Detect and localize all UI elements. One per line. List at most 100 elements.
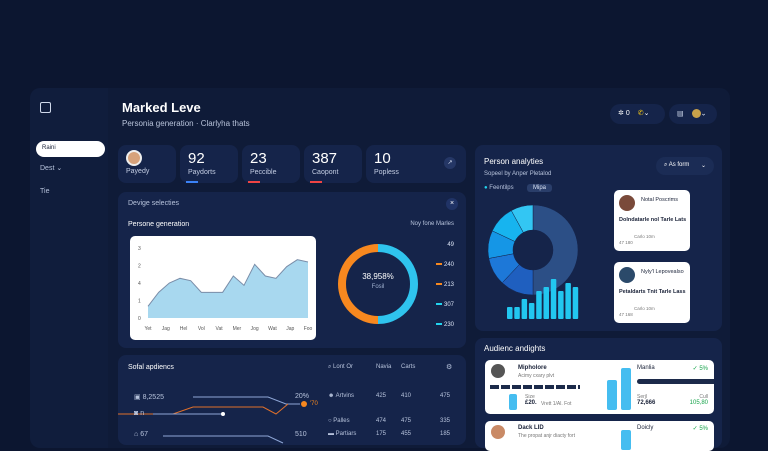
stat-value: 23 — [250, 150, 267, 167]
row-label: Palles — [333, 418, 350, 424]
legend-item: 213 — [414, 282, 454, 288]
table-cell: 474 — [376, 418, 387, 424]
gear-icon[interactable]: ✲ — [618, 110, 624, 117]
table-row-label: ☻ Artvins — [328, 393, 354, 399]
chart-right-label: Noy fone Marles — [410, 221, 454, 227]
donut-chart — [338, 244, 418, 324]
search-filter[interactable]: ⌕ Lont Or — [328, 364, 353, 371]
legend-value: 240 — [443, 262, 454, 268]
sidebar-item-raini[interactable]: Raini — [36, 141, 105, 157]
phone-icon[interactable]: ✆ — [637, 110, 644, 117]
avatar[interactable] — [691, 109, 701, 118]
x-tick-label: Vol — [198, 326, 205, 332]
item-tag: Manlia — [637, 365, 655, 371]
x-tick-label: Foo — [304, 326, 313, 332]
sidebar: Raini Dest ⌄ Tie — [30, 88, 108, 448]
legend-dot: ● — [484, 185, 488, 191]
x-tick-label: Jog — [251, 326, 259, 332]
donut-legend: 49 240 213 307 230 — [414, 242, 454, 342]
panel-title: Sofal apdiencs — [128, 364, 174, 371]
legend-item: 307 — [414, 302, 454, 308]
person-card[interactable]: Nyly'l Lepovealso Petaldarts Tnit Tarle … — [614, 262, 690, 323]
extra-text: Vrett 1/Al. Fot — [541, 401, 572, 407]
person-panel: Person analyties Sopeel by Anper Pletalo… — [475, 145, 722, 331]
person-card[interactable]: Notal Poscrims Dolndatarle nol Tarle Lat… — [614, 190, 690, 251]
row-label: Partiars — [335, 431, 357, 437]
notification-count: 0 — [625, 110, 630, 117]
audience-item[interactable]: Dack LID The propat anjr diacty fort Doi… — [485, 421, 714, 451]
sidebar-item-dest[interactable]: Dest ⌄ — [40, 164, 62, 172]
row-label: 8,2525 — [142, 394, 164, 401]
stat-value: 92 — [188, 150, 205, 167]
person-meta: Carlo 10m — [634, 306, 655, 311]
person-name: Notal Poscrims — [641, 197, 678, 203]
avatar — [491, 425, 505, 439]
column-header: Carts — [401, 364, 416, 370]
y-tick-label: 3 — [138, 246, 141, 252]
shield-icon: ◙ — [134, 410, 139, 417]
avatar — [126, 150, 142, 166]
legend-value: 230 — [443, 322, 454, 328]
legend-swatch — [435, 323, 442, 326]
avatar — [619, 195, 635, 211]
line-series — [163, 435, 284, 444]
chevron-down-icon[interactable]: ⌄ — [643, 110, 650, 117]
close-icon[interactable]: × — [446, 198, 458, 210]
selection-panel: Devige selecties × Persone generation No… — [118, 192, 466, 348]
delta-value: 5% — [699, 426, 708, 432]
stat-card[interactable]: 92 Paydorts — [180, 145, 238, 183]
stat-accent — [186, 181, 198, 183]
row-marker: '70 — [310, 401, 318, 407]
item-name: Dack LID — [518, 425, 544, 431]
card-icon: ▬ — [328, 431, 334, 437]
legend-label: Feentilps — [489, 185, 514, 191]
serial-label: Serjl — [637, 394, 648, 400]
expand-icon[interactable]: ↗ — [444, 157, 456, 169]
panel-subtitle: Sopeel by Anper Pletalod — [484, 171, 552, 177]
stat-card[interactable]: Payedy — [118, 145, 176, 183]
toolbar-group: ✲ 0 ✆⌄ — [610, 104, 665, 124]
bar — [507, 307, 513, 319]
bar — [521, 299, 528, 319]
stat-card[interactable]: 387 Caopont — [304, 145, 362, 183]
search-icon: ⌕ — [328, 364, 332, 370]
y-tick-label: 2 — [138, 264, 141, 270]
bar — [565, 283, 571, 319]
home-icon: ⌂ — [134, 431, 139, 438]
table-cell: 335 — [440, 418, 451, 424]
group-icon: ☻ — [328, 393, 335, 399]
stat-card[interactable]: 23 Peccible — [242, 145, 300, 183]
size-label: Size — [525, 394, 535, 400]
tab-mipa[interactable]: Mipa — [527, 184, 553, 192]
delta-badge: ✓ 5% — [692, 366, 708, 372]
size-value: £20. — [525, 400, 537, 406]
search-dropdown[interactable]: ⌕ As form ⌄ — [656, 157, 714, 175]
bar — [621, 430, 631, 450]
legend-swatch — [435, 263, 442, 266]
donut-slice — [377, 244, 418, 324]
toolbar-user: ▤ ⌄ — [669, 104, 717, 124]
donut-center-value: 38,958% — [362, 272, 394, 281]
calendar-icon[interactable]: ▤ — [677, 110, 684, 118]
sidebar-item-tie[interactable]: Tie — [40, 188, 50, 195]
search-value: As form — [668, 162, 690, 168]
legend-value: 307 — [443, 302, 454, 308]
image-icon: ▣ — [134, 394, 141, 401]
area-chart: 3 2 4 1 0 Yet Jag Hel Vol Vat Mer Jog Wat Jap Foo — [130, 236, 316, 340]
audience-item[interactable]: Mipholore Acimy cxary plvt Size £20. Vre… — [485, 360, 714, 414]
bar — [572, 287, 579, 319]
table-cell: 455 — [401, 431, 412, 437]
row-label: n — [140, 410, 145, 417]
delta-value: 5% — [699, 366, 708, 372]
legend-value: 213 — [443, 282, 454, 288]
stat-card[interactable]: 10 Popless ↗ — [366, 145, 466, 183]
page-subtitle: Personia generation · Clarlyha thats — [122, 119, 250, 128]
x-tick-label: Jag — [162, 326, 170, 332]
panel-title: Person analyties — [484, 157, 544, 166]
avatar — [491, 364, 505, 378]
row-value: 20% — [295, 393, 310, 400]
stat-label: Payedy — [126, 168, 150, 175]
chevron-down-icon[interactable]: ⌄ — [700, 110, 707, 118]
settings-icon[interactable]: ⚙ — [446, 364, 453, 371]
donut-center-label: Fosil — [371, 284, 385, 290]
